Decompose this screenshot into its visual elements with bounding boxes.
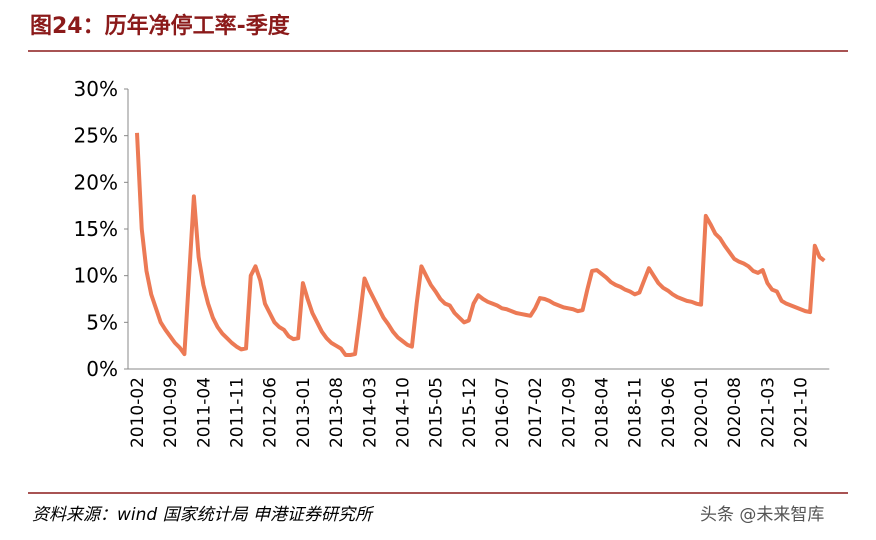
data-line: [135, 132, 826, 357]
x-tick-label: 2010-09: [161, 377, 181, 448]
y-tick-label: 25%: [74, 124, 118, 148]
watermark: 头条 @未来智库: [700, 505, 824, 525]
x-tick-label: 2016-07: [493, 377, 513, 448]
x-tick-label: 2020-01: [692, 377, 712, 448]
x-tick-label: 2014-03: [360, 377, 380, 448]
x-tick-label: 2021-10: [792, 377, 812, 448]
y-tick-label: 10%: [74, 264, 118, 288]
chart-title: 图24：历年净停工率-季度: [30, 13, 291, 39]
x-tick-label: 2015-12: [460, 377, 480, 448]
x-tick-label: 2013-01: [294, 377, 314, 448]
x-tick-label: 2017-09: [559, 377, 579, 448]
x-tick-label: 2013-08: [327, 377, 347, 448]
x-tick-label: 2018-04: [593, 377, 613, 448]
x-tick-label: 2015-05: [427, 377, 447, 448]
x-tick-label: 2014-10: [393, 377, 413, 448]
x-tick-label: 2019-06: [659, 377, 679, 448]
x-tick-label: 2020-08: [725, 377, 745, 448]
x-tick-label: 2017-02: [526, 377, 546, 448]
source-note: 资料来源：wind 国家统计局 申港证券研究所: [32, 505, 375, 525]
y-tick-label: 20%: [74, 170, 118, 194]
y-tick-label: 15%: [74, 217, 118, 241]
x-tick-label: 2021-03: [758, 377, 778, 448]
y-tick-label: 0%: [86, 357, 118, 381]
x-tick-label: 2012-06: [261, 377, 281, 448]
x-tick-label: 2018-11: [626, 377, 646, 448]
y-tick-label: 30%: [74, 77, 118, 101]
x-tick-label: 2011-11: [228, 377, 248, 448]
y-tick-label: 5%: [86, 310, 118, 334]
x-tick-label: 2010-02: [128, 377, 148, 448]
x-tick-label: 2011-04: [194, 377, 214, 448]
